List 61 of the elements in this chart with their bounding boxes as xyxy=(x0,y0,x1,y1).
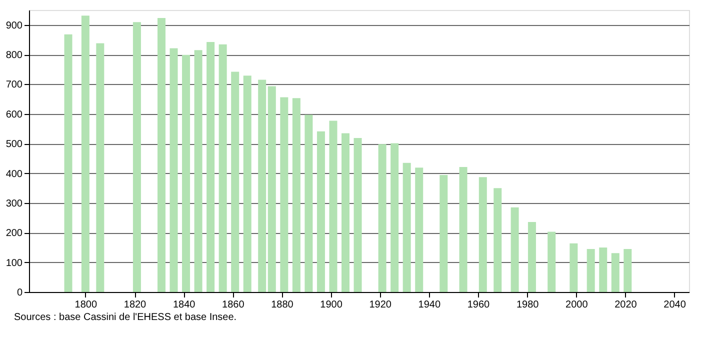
bar xyxy=(528,222,536,292)
y-tick-label: 300 xyxy=(6,198,23,210)
y-tick-label: 200 xyxy=(6,228,23,240)
x-tick-label: 1880 xyxy=(271,300,294,310)
y-tick-label: 600 xyxy=(6,109,23,120)
bar xyxy=(402,162,411,292)
bar xyxy=(415,168,424,292)
x-tick-label: 1840 xyxy=(172,300,196,310)
bar xyxy=(390,143,399,292)
y-tick-label: 0 xyxy=(16,288,23,298)
bar xyxy=(354,138,362,292)
y-tick-label: 900 xyxy=(6,20,23,32)
bar xyxy=(586,248,595,292)
bar xyxy=(258,80,266,292)
y-tick-label: 500 xyxy=(6,139,23,150)
bar xyxy=(292,98,300,292)
bar xyxy=(329,120,338,292)
bar xyxy=(599,247,608,292)
bar xyxy=(157,18,166,292)
bar xyxy=(132,22,141,292)
bar xyxy=(478,177,487,292)
bar xyxy=(182,54,190,292)
bar xyxy=(494,188,502,292)
bar xyxy=(316,131,325,292)
bar xyxy=(378,144,386,292)
x-tick-label: 2020 xyxy=(614,300,638,310)
bar xyxy=(280,97,288,292)
y-tick-label: 100 xyxy=(6,258,23,269)
source-note: Sources : base Cassini de l'EHESS et base Insee. xyxy=(14,312,237,323)
bar xyxy=(510,207,519,292)
x-tick-label: 1820 xyxy=(124,300,147,310)
x-tick-label: 2040 xyxy=(664,300,686,310)
bar xyxy=(206,42,215,292)
x-tick-label: 1980 xyxy=(516,300,540,310)
bar xyxy=(243,76,252,292)
x-tick-label: 2000 xyxy=(566,300,588,310)
bar xyxy=(548,232,556,292)
x-tick-label: 1940 xyxy=(418,300,441,310)
bar xyxy=(342,133,350,292)
bar xyxy=(231,72,240,292)
bar xyxy=(459,167,468,292)
y-tick-label: 700 xyxy=(6,80,23,91)
bar xyxy=(570,243,578,292)
bar xyxy=(96,43,104,292)
bar xyxy=(194,50,202,292)
bar xyxy=(611,253,620,292)
bar xyxy=(624,248,632,292)
bar xyxy=(304,114,313,292)
bar xyxy=(218,44,227,292)
y-tick-label: 400 xyxy=(6,168,23,180)
bar xyxy=(440,175,448,292)
bar xyxy=(170,48,178,292)
bar xyxy=(268,86,276,292)
x-tick-label: 1900 xyxy=(320,300,343,310)
y-tick-label: 800 xyxy=(6,50,23,62)
x-tick-label: 1860 xyxy=(222,300,245,310)
bar xyxy=(64,34,72,292)
bar xyxy=(81,16,90,292)
x-tick-label: 1800 xyxy=(74,300,98,310)
x-tick-label: 1920 xyxy=(369,300,392,310)
x-tick-label: 1960 xyxy=(467,300,490,310)
